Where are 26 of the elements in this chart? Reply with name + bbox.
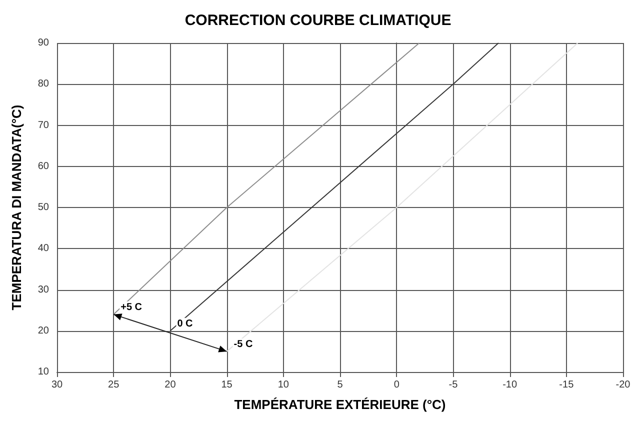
chart-title: CORRECTION COURBE CLIMATIQUE	[184, 12, 452, 29]
x-tick-label: -5	[448, 380, 458, 390]
x-tick-label: -15	[559, 380, 574, 390]
y-tick-label: 20	[38, 325, 50, 336]
y-axis-title: TEMPERATURA DI MANDATA(°C)	[9, 104, 24, 310]
x-tick-label: 10	[278, 380, 290, 390]
x-axis-title: TEMPÉRATURE EXTÉRIEURE (°C)	[234, 397, 446, 412]
y-tick-label: 60	[38, 160, 50, 172]
y-tick-label: 90	[38, 38, 50, 48]
series-label: 0 C	[177, 318, 193, 330]
y-tick-label: 10	[38, 366, 50, 378]
y-tick-label: 70	[38, 120, 50, 131]
series-label: -5 C	[234, 338, 253, 350]
x-tick-label: 25	[108, 380, 120, 390]
y-tick-label: 80	[38, 78, 50, 90]
series-label: +5 C	[120, 302, 142, 313]
x-tick-label: 0	[394, 380, 400, 390]
x-tick-label: 30	[51, 380, 63, 390]
x-tick-label: -20	[616, 380, 631, 390]
x-tick-label: -10	[502, 380, 518, 390]
y-tick-label: 40	[38, 243, 50, 254]
x-tick-label: 5	[337, 380, 344, 390]
x-tick-label: 20	[164, 380, 176, 390]
x-tick-label: 15	[221, 380, 233, 390]
y-tick-label: 30	[38, 284, 50, 296]
y-tick-label: 50	[38, 202, 50, 213]
